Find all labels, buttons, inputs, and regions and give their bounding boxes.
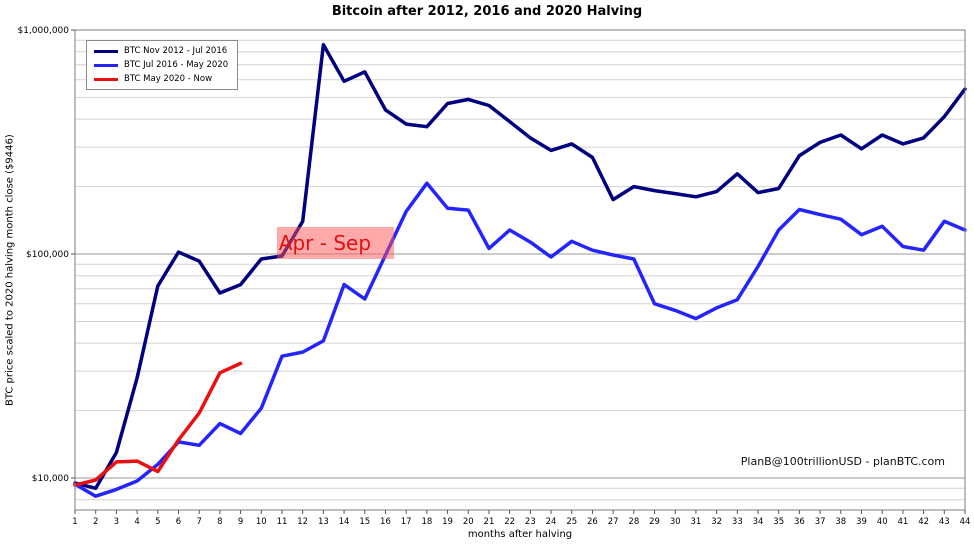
svg-text:15: 15 — [359, 517, 370, 527]
svg-text:21: 21 — [484, 517, 495, 527]
legend: BTC Nov 2012 - Jul 2016 BTC Jul 2016 - Ma… — [86, 40, 239, 90]
svg-text:28: 28 — [628, 517, 639, 527]
y-axis-ticks: $10,000 $100,000 $1,000,000 — [17, 26, 75, 484]
svg-text:$100,000: $100,000 — [26, 250, 69, 260]
svg-text:23: 23 — [525, 517, 536, 527]
svg-text:3: 3 — [114, 517, 119, 527]
svg-text:20: 20 — [463, 517, 474, 527]
svg-text:8: 8 — [217, 517, 222, 527]
svg-text:32: 32 — [711, 517, 722, 527]
legend-swatch — [94, 63, 118, 67]
svg-text:25: 25 — [566, 517, 577, 527]
svg-text:16: 16 — [380, 517, 391, 527]
svg-text:41: 41 — [897, 517, 908, 527]
legend-item: BTC May 2020 - Now — [94, 74, 228, 84]
legend-swatch — [94, 77, 118, 81]
svg-text:18: 18 — [421, 517, 432, 527]
svg-text:30: 30 — [670, 517, 681, 527]
svg-text:37: 37 — [815, 517, 826, 527]
svg-text:19: 19 — [442, 517, 453, 527]
svg-text:7: 7 — [196, 517, 201, 527]
svg-text:33: 33 — [732, 517, 743, 527]
svg-text:39: 39 — [856, 517, 867, 527]
legend-label: BTC Nov 2012 - Jul 2016 — [124, 46, 228, 56]
watermark: PlanB@100trillionUSD - planBTC.com — [740, 455, 945, 468]
svg-text:5: 5 — [155, 517, 160, 527]
series-line-2 — [73, 361, 243, 487]
svg-text:6: 6 — [176, 517, 181, 527]
svg-text:26: 26 — [587, 517, 598, 527]
svg-text:27: 27 — [608, 517, 619, 527]
legend-label: BTC Jul 2016 - May 2020 — [124, 60, 229, 70]
series-line-1 — [73, 181, 967, 498]
legend-label: BTC May 2020 - Now — [124, 74, 213, 84]
svg-text:12: 12 — [297, 517, 308, 527]
svg-text:10: 10 — [256, 517, 267, 527]
svg-text:35: 35 — [773, 517, 784, 527]
svg-text:44: 44 — [960, 517, 971, 527]
svg-text:29: 29 — [649, 517, 660, 527]
svg-text:13: 13 — [318, 517, 329, 527]
svg-text:22: 22 — [504, 517, 515, 527]
svg-text:42: 42 — [918, 517, 929, 527]
svg-text:$1,000,000: $1,000,000 — [17, 26, 69, 36]
legend-item: BTC Nov 2012 - Jul 2016 — [94, 46, 228, 56]
svg-text:1: 1 — [72, 517, 77, 527]
svg-text:31: 31 — [691, 517, 702, 527]
svg-text:40: 40 — [877, 517, 888, 527]
plot-frame — [74, 29, 966, 511]
svg-text:34: 34 — [753, 517, 764, 527]
svg-text:9: 9 — [238, 517, 243, 527]
series-line-0 — [73, 42, 967, 491]
svg-text:14: 14 — [339, 517, 350, 527]
svg-text:36: 36 — [794, 517, 805, 527]
svg-text:43: 43 — [939, 517, 950, 527]
x-axis-ticks: 1 2 3 4 5 6 7 8 9 10 11 12 13 14 15 16 17 18 19 20 21 22 23 24 2… — [72, 510, 970, 527]
svg-text:11: 11 — [277, 517, 288, 527]
svg-text:38: 38 — [835, 517, 846, 527]
legend-swatch — [94, 49, 118, 53]
svg-text:4: 4 — [134, 517, 139, 527]
svg-text:17: 17 — [401, 517, 412, 527]
svg-text:24: 24 — [546, 517, 557, 527]
series-lines — [73, 42, 967, 498]
svg-text:$10,000: $10,000 — [32, 474, 69, 484]
gridlines — [75, 29, 965, 501]
x-axis-label: months after halving — [467, 529, 573, 540]
legend-item: BTC Jul 2016 - May 2020 — [94, 60, 228, 70]
chart-title: Bitcoin after 2012, 2016 and 2020 Halvin… — [331, 4, 643, 19]
svg-text:2: 2 — [93, 517, 98, 527]
